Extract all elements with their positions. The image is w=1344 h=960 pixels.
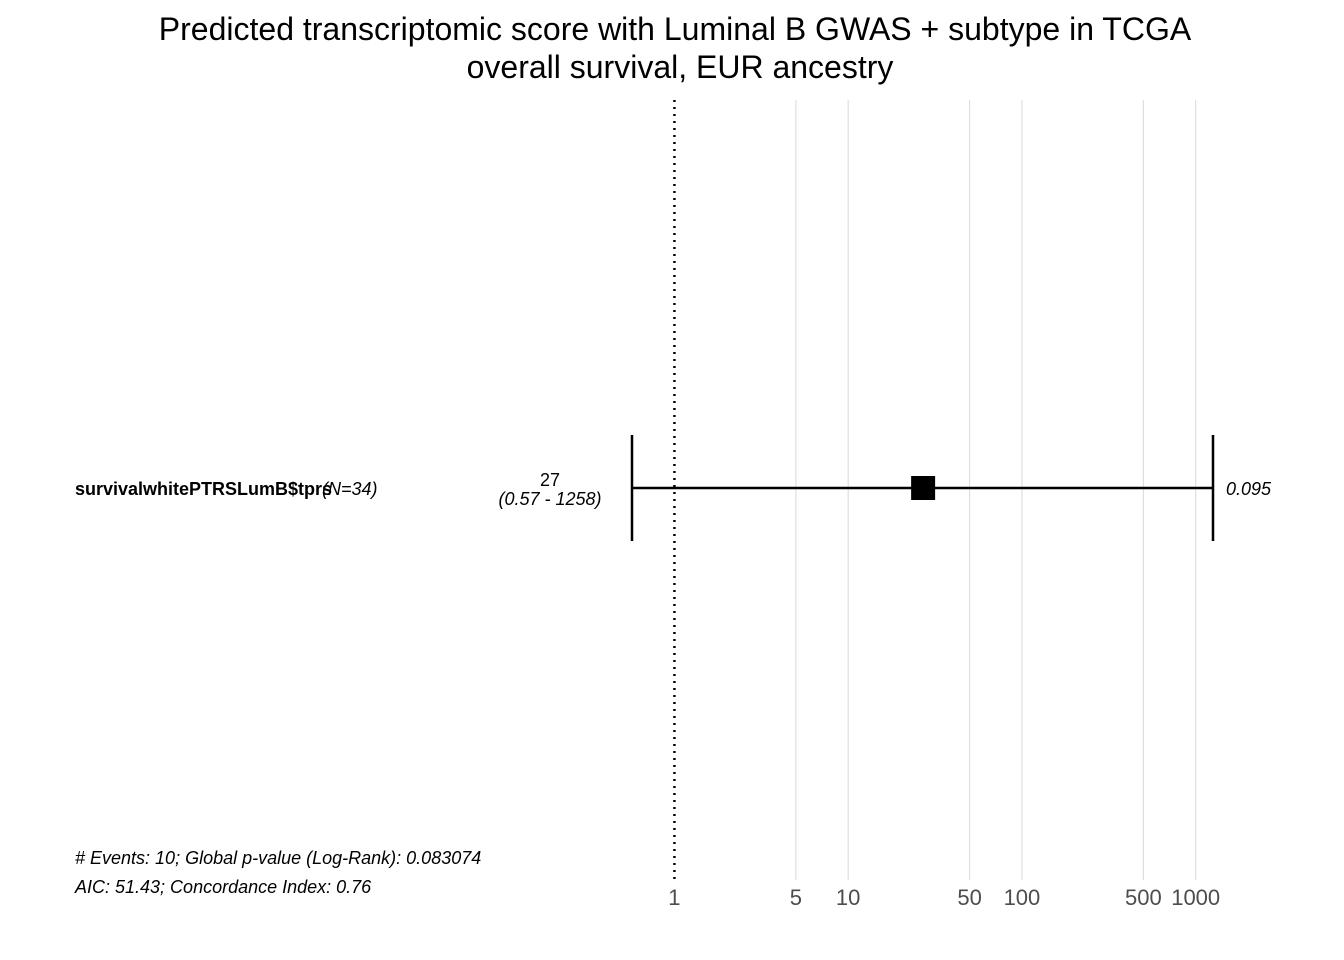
chart-title-line-2: overall survival, EUR ancestry — [467, 49, 894, 85]
forest-row: survivalwhitePTRSLumB$tprs(N=34) 27(0.57 … — [75, 435, 1272, 541]
hazard-ratio-label: 27 — [540, 470, 560, 490]
p-value-label: 0.095 — [1226, 479, 1272, 499]
n-label: (N=34) — [322, 479, 378, 499]
hazard-ratio-marker — [911, 476, 936, 500]
grid-lines — [795, 100, 1197, 880]
x-tick-label-10: 10 — [836, 885, 860, 910]
x-tick-label-5: 5 — [790, 885, 802, 910]
x-tick-label-50: 50 — [957, 885, 981, 910]
model-summary: # Events: 10; Global p-value (Log-Rank):… — [74, 848, 481, 897]
confidence-interval-label: (0.57 - 1258) — [498, 489, 601, 509]
x-tick-label-500: 500 — [1125, 885, 1162, 910]
x-axis-ticks: 1 5 10 50 100 500 1000 — [668, 885, 1220, 910]
model-summary-line-1: # Events: 10; Global p-value (Log-Rank):… — [75, 848, 481, 868]
model-summary-line-2: AIC: 51.43; Concordance Index: 0.76 — [74, 877, 372, 897]
x-tick-label-1: 1 — [668, 885, 680, 910]
forest-rows: survivalwhitePTRSLumB$tprs(N=34) 27(0.57 … — [75, 435, 1272, 541]
chart-title-line-1: Predicted transcriptomic score with Lumi… — [159, 11, 1192, 47]
variable-label: survivalwhitePTRSLumB$tprs — [75, 479, 332, 499]
chart-title: Predicted transcriptomic score with Lumi… — [159, 11, 1192, 85]
x-tick-label-1000: 1000 — [1171, 885, 1220, 910]
x-tick-label-100: 100 — [1004, 885, 1041, 910]
